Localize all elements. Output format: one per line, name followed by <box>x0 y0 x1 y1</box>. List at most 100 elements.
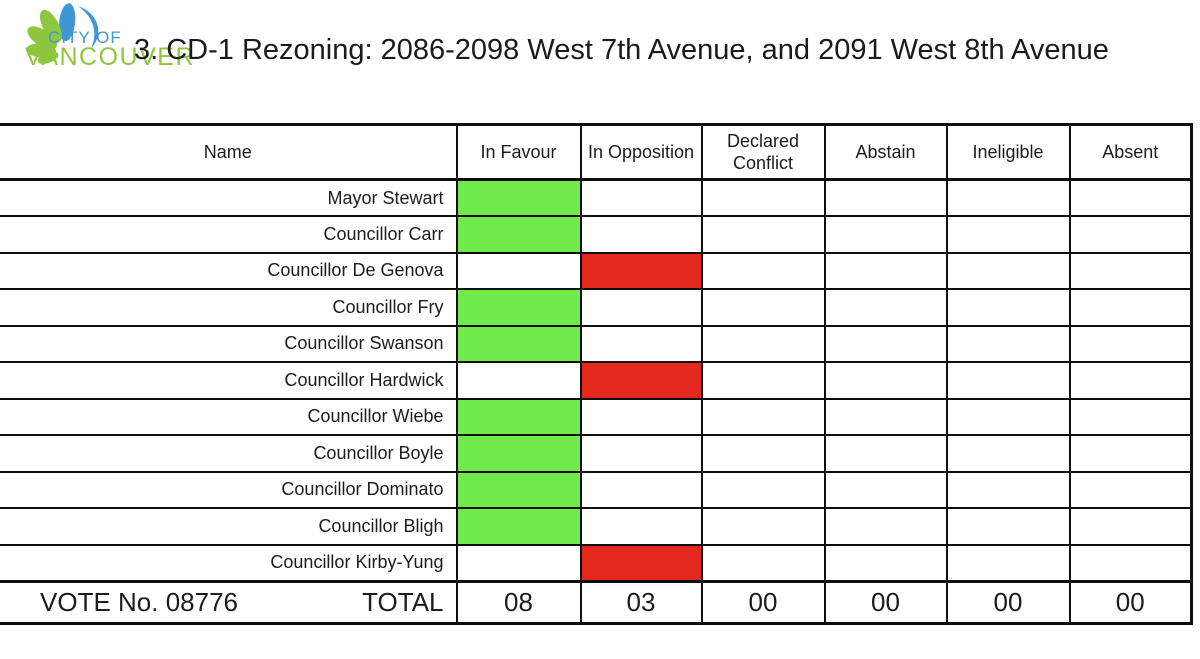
total-in-favour: 08 <box>455 579 582 624</box>
vote-cell-in-favour <box>455 397 582 436</box>
vote-cell-ineligible <box>945 507 1071 546</box>
vote-cell-declared-conflict <box>700 251 826 290</box>
vote-number-label: VOTE No. 08776 <box>40 586 238 617</box>
vote-cell-absent <box>1068 288 1193 327</box>
vote-cell-absent <box>1068 361 1193 400</box>
vote-cell-absent <box>1068 324 1193 363</box>
total-label: TOTAL <box>362 586 444 617</box>
vote-cell-declared-conflict <box>700 215 826 254</box>
vote-cell-abstain <box>823 251 948 290</box>
vote-cell-ineligible <box>945 397 1071 436</box>
vote-cell-abstain <box>823 178 948 217</box>
voter-name: Councillor Kirby-Yung <box>0 543 458 582</box>
vote-cell-in-favour <box>455 288 582 327</box>
vote-cell-declared-conflict <box>700 178 826 217</box>
total-absent: 00 <box>1068 579 1193 624</box>
vote-cell-in-opposition <box>579 470 703 509</box>
voter-name: Councillor De Genova <box>0 251 458 290</box>
column-header-abstain: Abstain <box>823 123 948 181</box>
vote-cell-in-opposition <box>579 543 703 582</box>
voter-name: Councillor Boyle <box>0 434 458 473</box>
vote-cell-ineligible <box>945 215 1071 254</box>
voter-row: Councillor Boyle <box>0 434 1193 473</box>
total-row-name-cell: VOTE No. 08776 TOTAL <box>0 579 458 624</box>
page-title: 3. CD-1 Rezoning: 2086-2098 West 7th Ave… <box>134 34 1109 66</box>
total-in-opposition: 03 <box>579 579 703 624</box>
voter-row: Councillor Dominato <box>0 470 1193 509</box>
vote-cell-absent <box>1068 215 1193 254</box>
voter-row: Councillor Carr <box>0 215 1193 254</box>
voter-name: Councillor Swanson <box>0 324 458 363</box>
column-header-in-favour: In Favour <box>455 123 582 181</box>
vote-cell-in-favour <box>455 251 582 290</box>
logo-city-of-text: CITY OF <box>48 28 122 47</box>
vote-cell-ineligible <box>945 178 1071 217</box>
vote-cell-in-opposition <box>579 397 703 436</box>
voter-row: Councillor Fry <box>0 288 1193 327</box>
vote-cell-ineligible <box>945 288 1071 327</box>
vote-cell-declared-conflict <box>700 324 826 363</box>
logo-flower-icon <box>26 3 99 64</box>
vote-cell-absent <box>1068 470 1193 509</box>
vote-cell-in-favour <box>455 470 582 509</box>
column-header-ineligible: Ineligible <box>945 123 1071 181</box>
vote-cell-absent <box>1068 397 1193 436</box>
vote-cell-declared-conflict <box>700 543 826 582</box>
vote-cell-abstain <box>823 397 948 436</box>
vote-cell-declared-conflict <box>700 434 826 473</box>
total-row: VOTE No. 08776 TOTAL 08 03 00 00 00 00 <box>0 579 1193 624</box>
vote-cell-ineligible <box>945 470 1071 509</box>
vote-cell-in-opposition <box>579 324 703 363</box>
voter-name: Mayor Stewart <box>0 178 458 217</box>
vote-cell-declared-conflict <box>700 507 826 546</box>
voter-name: Councillor Bligh <box>0 507 458 546</box>
vote-cell-in-opposition <box>579 434 703 473</box>
vote-results-table: Name In Favour In Opposition Declared Co… <box>0 123 1193 625</box>
vote-cell-ineligible <box>945 251 1071 290</box>
vote-cell-declared-conflict <box>700 397 826 436</box>
vote-cell-in-opposition <box>579 178 703 217</box>
voter-name: Councillor Hardwick <box>0 361 458 400</box>
voter-row: Mayor Stewart <box>0 178 1193 217</box>
voter-name: Councillor Carr <box>0 215 458 254</box>
vote-cell-abstain <box>823 434 948 473</box>
vote-cell-in-favour <box>455 543 582 582</box>
vote-cell-absent <box>1068 507 1193 546</box>
voter-rows: Mayor Stewart Councillor Carr Councillor D… <box>0 178 1193 582</box>
vote-cell-absent <box>1068 434 1193 473</box>
voter-row: Councillor De Genova <box>0 251 1193 290</box>
vote-cell-abstain <box>823 470 948 509</box>
vote-cell-in-opposition <box>579 507 703 546</box>
voter-row: Councillor Wiebe <box>0 397 1193 436</box>
vote-cell-absent <box>1068 251 1193 290</box>
vote-cell-abstain <box>823 324 948 363</box>
vote-cell-in-favour <box>455 324 582 363</box>
vote-cell-declared-conflict <box>700 288 826 327</box>
vote-cell-ineligible <box>945 434 1071 473</box>
voter-row: Councillor Bligh <box>0 507 1193 546</box>
city-of-vancouver-logo: CITY OF VANCOUVER <box>4 2 194 80</box>
vote-cell-declared-conflict <box>700 470 826 509</box>
voter-row: Councillor Hardwick <box>0 361 1193 400</box>
vote-cell-absent <box>1068 178 1193 217</box>
vote-cell-abstain <box>823 361 948 400</box>
vote-cell-in-opposition <box>579 288 703 327</box>
vote-cell-in-opposition <box>579 215 703 254</box>
header-row: Name In Favour In Opposition Declared Co… <box>0 123 1193 181</box>
vote-table: Name In Favour In Opposition Declared Co… <box>0 123 1193 625</box>
vote-cell-in-opposition <box>579 251 703 290</box>
column-header-absent: Absent <box>1068 123 1193 181</box>
vote-cell-declared-conflict <box>700 361 826 400</box>
voter-name: Councillor Wiebe <box>0 397 458 436</box>
vote-cell-abstain <box>823 543 948 582</box>
voter-name: Councillor Fry <box>0 288 458 327</box>
vote-cell-in-favour <box>455 361 582 400</box>
vote-cell-ineligible <box>945 361 1071 400</box>
column-header-in-opposition: In Opposition <box>579 123 703 181</box>
vote-cell-ineligible <box>945 543 1071 582</box>
voter-name: Councillor Dominato <box>0 470 458 509</box>
vote-cell-ineligible <box>945 324 1071 363</box>
total-ineligible: 00 <box>945 579 1071 624</box>
total-declared-conflict: 00 <box>700 579 826 624</box>
vote-cell-abstain <box>823 288 948 327</box>
